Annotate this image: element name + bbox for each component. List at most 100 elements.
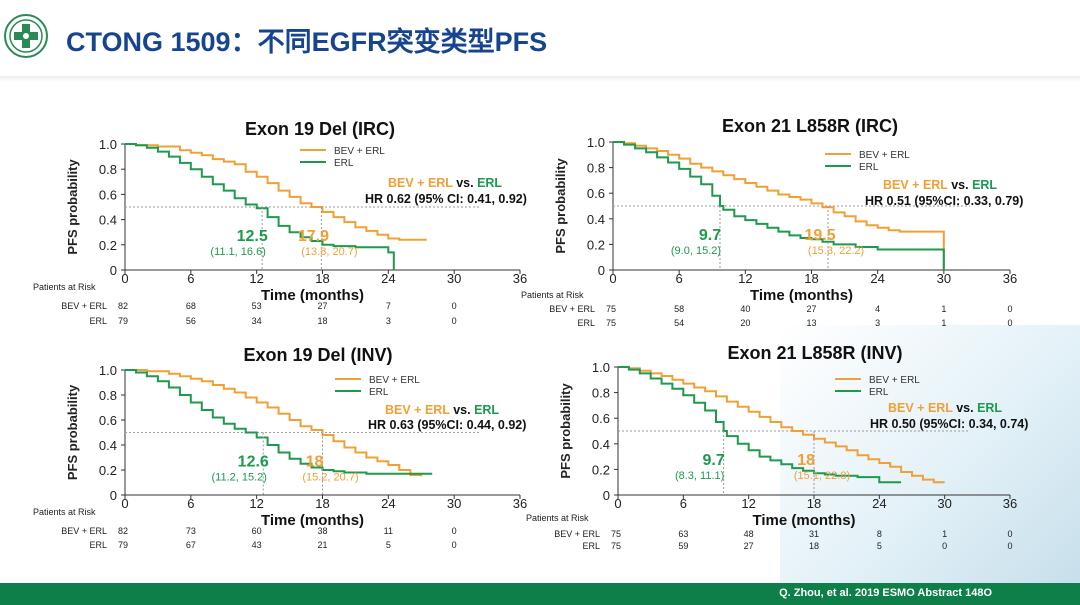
km-panel-exon21-irc: Exon 21 L858R (IRC) 0 0.2 0.4 0.6 0.8 1.0 0 6 12 1… (521, 110, 1080, 355)
y-tick-label: 0.2 (592, 462, 610, 477)
slide-footer: Q. Zhou, et al. 2019 ESMO Abstract 148O (0, 583, 1080, 605)
x-tick-label: 30 (447, 271, 461, 286)
risk-count: 68 (186, 301, 196, 311)
median-value-bev-erl: 17.9 (298, 228, 329, 245)
median-ci-bev-erl: (15.2, 20.7) (302, 472, 358, 484)
series-line-bev-erl (125, 369, 423, 477)
x-tick-label: 18 (807, 496, 821, 511)
risk-row-label: BEV + ERL (61, 301, 107, 311)
series-line-bev-erl (618, 366, 945, 484)
risk-count: 18 (317, 316, 327, 326)
risk-count: 7 (386, 301, 391, 311)
risk-count: 56 (186, 316, 196, 326)
header-divider (0, 76, 1080, 82)
legend-label: ERL (869, 387, 889, 398)
km-panel-exon19-inv: Exon 19 Del (INV) 0 0.2 0.4 0.6 0.8 1.0 0 6 12 18 2… (0, 335, 540, 580)
x-tick-label: 0 (121, 496, 128, 511)
risk-count: 75 (611, 541, 621, 551)
y-axis-label: PFS probability (558, 383, 573, 479)
hazard-ratio-label: HR 0.51 (95%CI: 0.33, 0.79) (865, 194, 1023, 208)
comparison-label: BEV + ERL vs. ERL (388, 176, 502, 190)
x-tick-label: 18 (804, 271, 818, 286)
median-value-erl: 12.5 (237, 228, 268, 245)
x-tick-label: 24 (381, 271, 395, 286)
x-tick-label: 12 (249, 271, 263, 286)
risk-count: 21 (317, 540, 327, 550)
km-panel-exon19-irc: Exon 19 Del (IRC) 0 0.2 0.4 0.6 0.8 1.0 0 6 12 18 2… (0, 110, 540, 355)
y-tick-label: 0.2 (587, 237, 605, 252)
risk-count: 20 (740, 318, 750, 328)
x-tick-label: 6 (187, 271, 194, 286)
risk-count: 75 (611, 529, 621, 539)
x-tick-label: 6 (187, 496, 194, 511)
x-tick-label: 36 (1003, 496, 1017, 511)
risk-table-heading: Patients at Risk (33, 507, 96, 517)
y-tick-label: 0.6 (592, 411, 610, 426)
km-panel-exon21-inv: Exon 21 L858R (INV) 0 0.2 0.4 0.6 0.8 1.0 0 6 12 1… (526, 335, 1080, 580)
risk-count: 3 (875, 318, 880, 328)
x-tick-label: 24 (872, 496, 886, 511)
risk-row-label: BEV + ERL (554, 529, 600, 539)
y-tick-label: 0 (110, 263, 117, 278)
y-tick-label: 0.8 (587, 161, 605, 176)
x-tick-label: 36 (513, 271, 527, 286)
x-tick-label: 0 (614, 496, 621, 511)
x-tick-label: 30 (447, 496, 461, 511)
y-tick-label: 0.4 (99, 438, 117, 453)
risk-row-label: ERL (89, 316, 107, 326)
risk-table-heading: Patients at Risk (33, 282, 96, 292)
x-tick-label: 24 (381, 496, 395, 511)
risk-count: 38 (317, 526, 327, 536)
hospital-logo-icon (4, 14, 48, 58)
hazard-ratio-label: HR 0.63 (95%CI: 0.44, 0.92) (368, 418, 526, 432)
risk-count: 34 (252, 316, 262, 326)
risk-count: 0 (1007, 318, 1012, 328)
series-line-bev-erl (125, 143, 427, 241)
risk-row-label: BEV + ERL (61, 526, 107, 536)
x-axis-label: Time (months) (261, 287, 364, 304)
comparison-label: BEV + ERL vs. ERL (883, 178, 997, 192)
comparison-label: BEV + ERL vs. ERL (385, 403, 499, 417)
slide-header: CTONG 1509：不同EGFR突变类型PFS (0, 0, 1080, 82)
y-tick-label: 0.6 (587, 186, 605, 201)
y-tick-label: 0 (110, 488, 117, 503)
risk-count: 54 (674, 318, 684, 328)
y-tick-label: 0 (598, 263, 605, 278)
risk-count: 27 (317, 301, 327, 311)
risk-count: 3 (386, 316, 391, 326)
median-value-bev-erl: 18 (797, 452, 815, 469)
chart-title: Exon 19 Del (INV) (243, 345, 392, 365)
risk-count: 75 (606, 304, 616, 314)
legend-label: ERL (334, 158, 354, 169)
legend-label: ERL (369, 387, 389, 398)
risk-count: 1 (941, 304, 946, 314)
risk-count: 0 (452, 540, 457, 550)
x-tick-label: 0 (609, 271, 616, 286)
x-tick-label: 24 (870, 271, 884, 286)
risk-count: 8 (877, 529, 882, 539)
risk-row-label: ERL (582, 541, 600, 551)
legend-label: ERL (859, 162, 879, 173)
y-tick-label: 0.2 (99, 463, 117, 478)
risk-count: 0 (1007, 304, 1012, 314)
risk-count: 0 (452, 316, 457, 326)
risk-count: 67 (186, 540, 196, 550)
x-tick-label: 6 (680, 496, 687, 511)
chart-title: Exon 21 L858R (IRC) (722, 116, 898, 136)
median-ci-bev-erl: (13.8, 20.7) (301, 246, 357, 258)
chart-title: Exon 21 L858R (INV) (727, 343, 902, 363)
risk-count: 4 (875, 304, 880, 314)
hazard-ratio-label: HR 0.50 (95%CI: 0.34, 0.74) (870, 417, 1028, 431)
risk-count: 1 (941, 318, 946, 328)
risk-count: 43 (252, 540, 262, 550)
risk-row-label: ERL (89, 540, 107, 550)
legend-label: BEV + ERL (334, 146, 385, 157)
risk-count: 82 (118, 526, 128, 536)
series-line-erl (125, 369, 433, 475)
x-tick-label: 0 (121, 271, 128, 286)
legend-label: BEV + ERL (869, 375, 920, 386)
risk-count: 75 (606, 318, 616, 328)
y-tick-label: 0.4 (592, 437, 610, 452)
risk-count: 79 (118, 540, 128, 550)
median-value-bev-erl: 18 (306, 454, 324, 471)
